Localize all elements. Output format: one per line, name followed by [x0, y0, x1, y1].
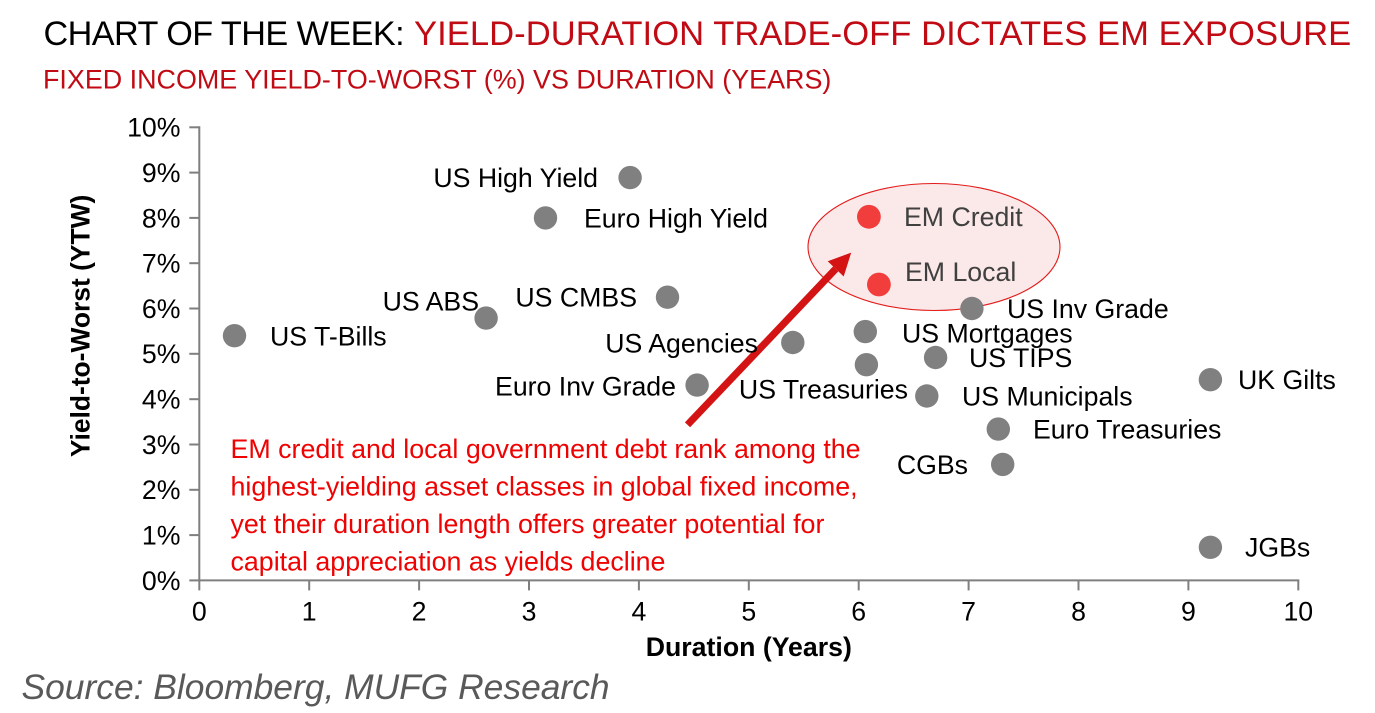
- svg-text:US T-Bills: US T-Bills: [270, 321, 387, 351]
- svg-text:5%: 5%: [142, 339, 181, 369]
- svg-text:2%: 2%: [142, 475, 181, 505]
- svg-text:2: 2: [412, 597, 427, 627]
- svg-text:US CMBS: US CMBS: [515, 283, 637, 313]
- svg-text:Duration (Years): Duration (Years): [646, 632, 852, 662]
- svg-text:3: 3: [522, 597, 537, 627]
- svg-text:highest-yielding asset classes: highest-yielding asset classes in global…: [231, 472, 858, 502]
- svg-text:7: 7: [961, 597, 976, 627]
- svg-text:JGBs: JGBs: [1245, 533, 1310, 563]
- svg-text:EM Local: EM Local: [905, 257, 1016, 287]
- svg-text:9: 9: [1181, 597, 1196, 627]
- svg-text:0%: 0%: [142, 566, 181, 596]
- svg-text:6%: 6%: [142, 294, 181, 324]
- svg-text:5: 5: [741, 597, 756, 627]
- svg-text:capital appreciation as yields: capital appreciation as yields decline: [231, 547, 666, 577]
- svg-text:US Agencies: US Agencies: [605, 329, 758, 359]
- svg-text:US Inv Grade: US Inv Grade: [1007, 294, 1169, 324]
- svg-text:US Treasuries: US Treasuries: [739, 375, 908, 405]
- svg-text:Yield-to-Worst (YTW): Yield-to-Worst (YTW): [65, 195, 95, 457]
- svg-text:6: 6: [851, 597, 866, 627]
- svg-text:9%: 9%: [142, 158, 181, 188]
- svg-text:8: 8: [1071, 597, 1086, 627]
- svg-text:US ABS: US ABS: [383, 287, 479, 317]
- svg-text:4: 4: [631, 597, 646, 627]
- svg-text:CGBs: CGBs: [897, 450, 968, 480]
- svg-text:4%: 4%: [142, 385, 181, 415]
- svg-text:8%: 8%: [142, 203, 181, 233]
- svg-text:Euro Treasuries: Euro Treasuries: [1033, 415, 1221, 445]
- svg-text:0: 0: [192, 597, 207, 627]
- svg-text:US Municipals: US Municipals: [962, 381, 1133, 411]
- svg-text:1: 1: [302, 597, 317, 627]
- svg-text:Euro High Yield: Euro High Yield: [584, 204, 768, 234]
- svg-text:EM Credit: EM Credit: [904, 202, 1023, 232]
- svg-text:US TIPS: US TIPS: [969, 343, 1072, 373]
- svg-text:CHART OF THE WEEK:: CHART OF THE WEEK:: [44, 15, 405, 53]
- svg-text:Euro Inv Grade: Euro Inv Grade: [495, 372, 676, 402]
- svg-text:Source: Bloomberg, MUFG Resear: Source: Bloomberg, MUFG Research: [22, 667, 610, 707]
- svg-text:US Mortgages: US Mortgages: [902, 319, 1073, 349]
- svg-text:FIXED INCOME YIELD-TO-WORST (%: FIXED INCOME YIELD-TO-WORST (%) VS DURAT…: [43, 65, 831, 95]
- svg-text:UK Gilts: UK Gilts: [1238, 365, 1336, 395]
- svg-text:1%: 1%: [142, 521, 181, 551]
- svg-text:US High Yield: US High Yield: [433, 163, 598, 193]
- svg-text:YIELD-DURATION TRADE-OFF DICTA: YIELD-DURATION TRADE-OFF DICTATES EM EXP…: [414, 15, 1351, 53]
- svg-text:10%: 10%: [127, 113, 180, 143]
- svg-text:7%: 7%: [142, 249, 181, 279]
- svg-text:10: 10: [1283, 597, 1313, 627]
- svg-text:yet their duration length offe: yet their duration length offers greater…: [231, 509, 825, 539]
- svg-text:3%: 3%: [142, 430, 181, 460]
- svg-text:EM credit and local government: EM credit and local government debt rank…: [231, 434, 861, 464]
